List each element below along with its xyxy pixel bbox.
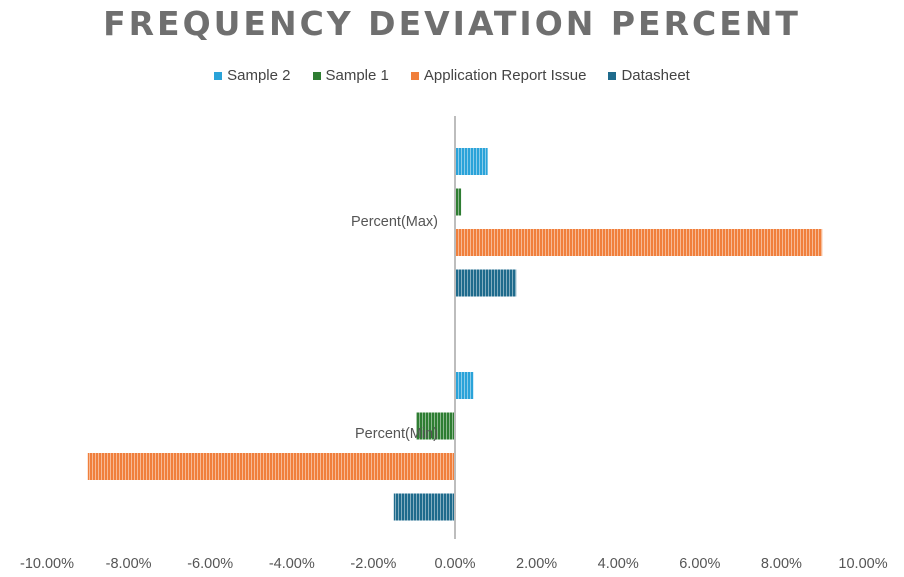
legend-entry-datasheet: Datasheet — [608, 67, 690, 84]
x-tick-label: -2.00% — [350, 556, 396, 572]
legend-label-sample-2: Sample 2 — [227, 67, 291, 84]
x-tick-label: 10.00% — [838, 556, 887, 572]
bar-sample-2-percent-min — [455, 372, 474, 399]
legend-swatch-application-report-issue — [410, 71, 419, 80]
x-tick-label: -6.00% — [187, 556, 233, 572]
x-tick-label: -8.00% — [106, 556, 152, 572]
legend-swatch-sample-1 — [312, 71, 321, 80]
category-label-percent-max: Percent(Max) — [351, 214, 438, 230]
bar-sample-1-percent-min — [416, 412, 455, 440]
x-tick-label: -4.00% — [269, 556, 315, 572]
bar-sample-2-percent-max — [455, 148, 488, 175]
legend-swatch-sample-2 — [214, 71, 223, 80]
chart-legend: Sample 2 Sample 1 Application Report Iss… — [0, 67, 904, 84]
legend-label-datasheet: Datasheet — [621, 67, 690, 84]
x-tick-label: 0.00% — [434, 556, 475, 572]
bar-datasheet-percent-max — [455, 269, 517, 297]
bars-group — [87, 148, 823, 521]
legend-swatch-datasheet — [608, 71, 617, 80]
bar-sample-1-percent-max — [455, 188, 462, 216]
x-tick-label: 8.00% — [761, 556, 802, 572]
category-label-percent-min: Percent(Min) — [355, 426, 438, 442]
category-labels: Percent(Max) Percent(Min) — [351, 214, 438, 442]
x-tick-label: 4.00% — [598, 556, 639, 572]
x-tick-label: -10.00% — [20, 556, 74, 572]
x-tick-label: 2.00% — [516, 556, 557, 572]
bar-datasheet-percent-min — [393, 493, 455, 521]
legend-label-sample-1: Sample 1 — [325, 67, 389, 84]
chart-title: FREQUENCY DEVIATION PERCENT — [103, 4, 801, 43]
bar-application-report-issue-percent-max — [455, 229, 823, 256]
legend-entry-application-report-issue: Application Report Issue — [410, 67, 587, 84]
bar-application-report-issue-percent-min — [87, 453, 456, 480]
x-tick-label: 6.00% — [679, 556, 720, 572]
legend-entry-sample-1: Sample 1 — [312, 67, 389, 84]
legend-label-application-report-issue: Application Report Issue — [423, 67, 587, 84]
x-tick-labels: -10.00% -8.00% -6.00% -4.00% -2.00% 0.00% 2.00… — [20, 556, 888, 572]
legend-entry-sample-2: Sample 2 — [214, 67, 291, 84]
